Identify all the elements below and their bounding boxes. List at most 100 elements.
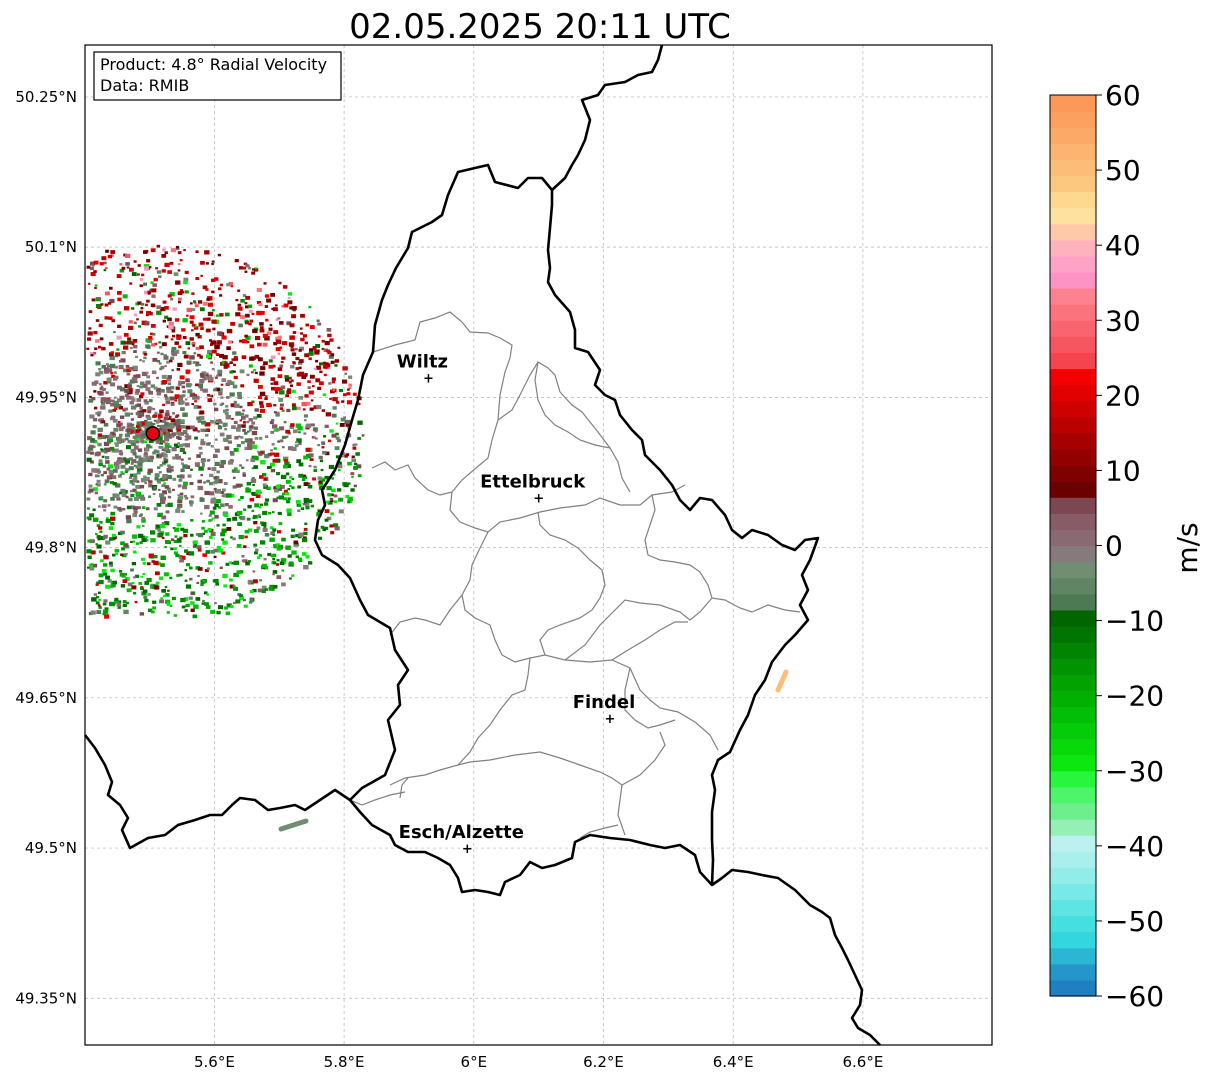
echo-pixel [179,544,182,547]
echo-pixel [327,500,333,505]
echo-pixel [101,455,105,458]
echo-pixel [232,516,238,521]
echo-pixel [325,412,331,417]
echo-pixel [144,419,148,423]
echo-pixel [204,429,208,432]
echo-pixel [301,375,306,379]
echo-pixel [91,298,96,302]
echo-pixel [279,321,284,325]
echo-pixel [308,390,314,395]
echo-pixel [135,374,141,378]
echo-pixel [182,390,186,393]
echo-pixel [252,570,256,573]
echo-pixel [273,545,277,549]
echo-pixel [98,370,104,375]
echo-pixel [215,582,219,586]
echo-pixel [246,340,250,344]
echo-pixel [177,251,182,255]
echo-pixel [278,398,284,402]
echo-pixel [120,387,126,392]
echo-pixel [298,361,303,365]
echo-pixel [298,396,303,400]
y-tick-label: 50.1°N [25,238,77,256]
echo-pixel [249,425,254,429]
echo-pixel [324,526,329,530]
echo-pixel [289,323,295,328]
echo-pixel [332,397,338,402]
echo-pixel [210,340,216,345]
echo-pixel [162,594,166,598]
echo-pixel [129,400,134,405]
echo-pixel [191,292,195,295]
echo-pixel [308,351,314,356]
echo-pixel [88,327,92,330]
echo-pixel [233,375,238,380]
echo-pixel [291,550,297,555]
echo-pixel [157,512,163,518]
echo-pixel [154,342,158,346]
echo-pixel [226,346,231,350]
echo-pixel [127,582,133,587]
echo-pixel [189,337,194,341]
echo-pixel [103,483,107,486]
echo-pixel [179,536,183,540]
echo-pixel [164,306,169,310]
echo-pixel [143,453,149,458]
echo-pixel [293,542,299,547]
echo-pixel [251,492,256,496]
echo-pixel [136,484,142,489]
echo-pixel [357,402,361,406]
echo-pixel [124,341,129,345]
echo-pixel [214,515,219,519]
echo-pixel [171,432,177,436]
echo-pixel [136,480,140,483]
echo-pixel [182,464,188,469]
echo-pixel [105,291,110,296]
echo-pixel [272,458,278,463]
echo-pixel [335,436,340,440]
echo-pixel [343,483,349,488]
echo-pixel [104,479,110,484]
echo-pixel [201,420,206,425]
echo-pixel [196,454,201,458]
echo-pixel [86,450,91,454]
echo-pixel [180,419,185,423]
echo-pixel [168,467,172,471]
echo-pixel [131,398,136,402]
echo-pixel [185,378,190,383]
echo-pixel [290,345,294,348]
echo-pixel [259,401,264,405]
echo-pixel [183,597,189,602]
echo-pixel [189,577,193,581]
echo-pixel [120,340,126,345]
echo-pixel [131,341,135,344]
echo-pixel [97,411,102,415]
echo-pixel [94,347,98,350]
echo-pixel [290,348,295,352]
echo-pixel [321,446,325,449]
echo-pixel [197,300,203,304]
echo-pixel [255,489,261,494]
echo-pixel [291,306,297,311]
echo-pixel [95,543,98,546]
echo-pixel [114,403,120,408]
echo-pixel [122,426,126,429]
echo-pixel [140,409,144,412]
echo-pixel [163,433,170,439]
echo-pixel [204,602,209,606]
echo-pixel [212,327,216,331]
echo-pixel [181,381,185,385]
echo-pixel [155,581,160,585]
echo-pixel [99,337,104,341]
echo-pixel [145,387,151,392]
echo-pixel [170,356,175,360]
colorbar-segment [1050,706,1096,724]
echo-pixel [194,394,197,397]
echo-pixel [169,292,175,297]
echo-pixel [103,471,108,475]
echo-pixel [97,442,102,447]
echo-pixel [90,563,94,566]
echo-pixel [246,420,250,424]
echo-pixel [197,335,202,339]
